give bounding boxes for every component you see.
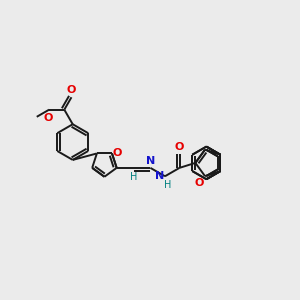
Text: O: O (67, 85, 76, 95)
Text: O: O (195, 178, 204, 188)
Text: N: N (155, 171, 164, 181)
Text: O: O (44, 112, 53, 123)
Text: O: O (113, 148, 122, 158)
Text: H: H (164, 180, 172, 190)
Text: N: N (146, 156, 155, 166)
Text: H: H (130, 172, 137, 182)
Text: O: O (175, 142, 184, 152)
